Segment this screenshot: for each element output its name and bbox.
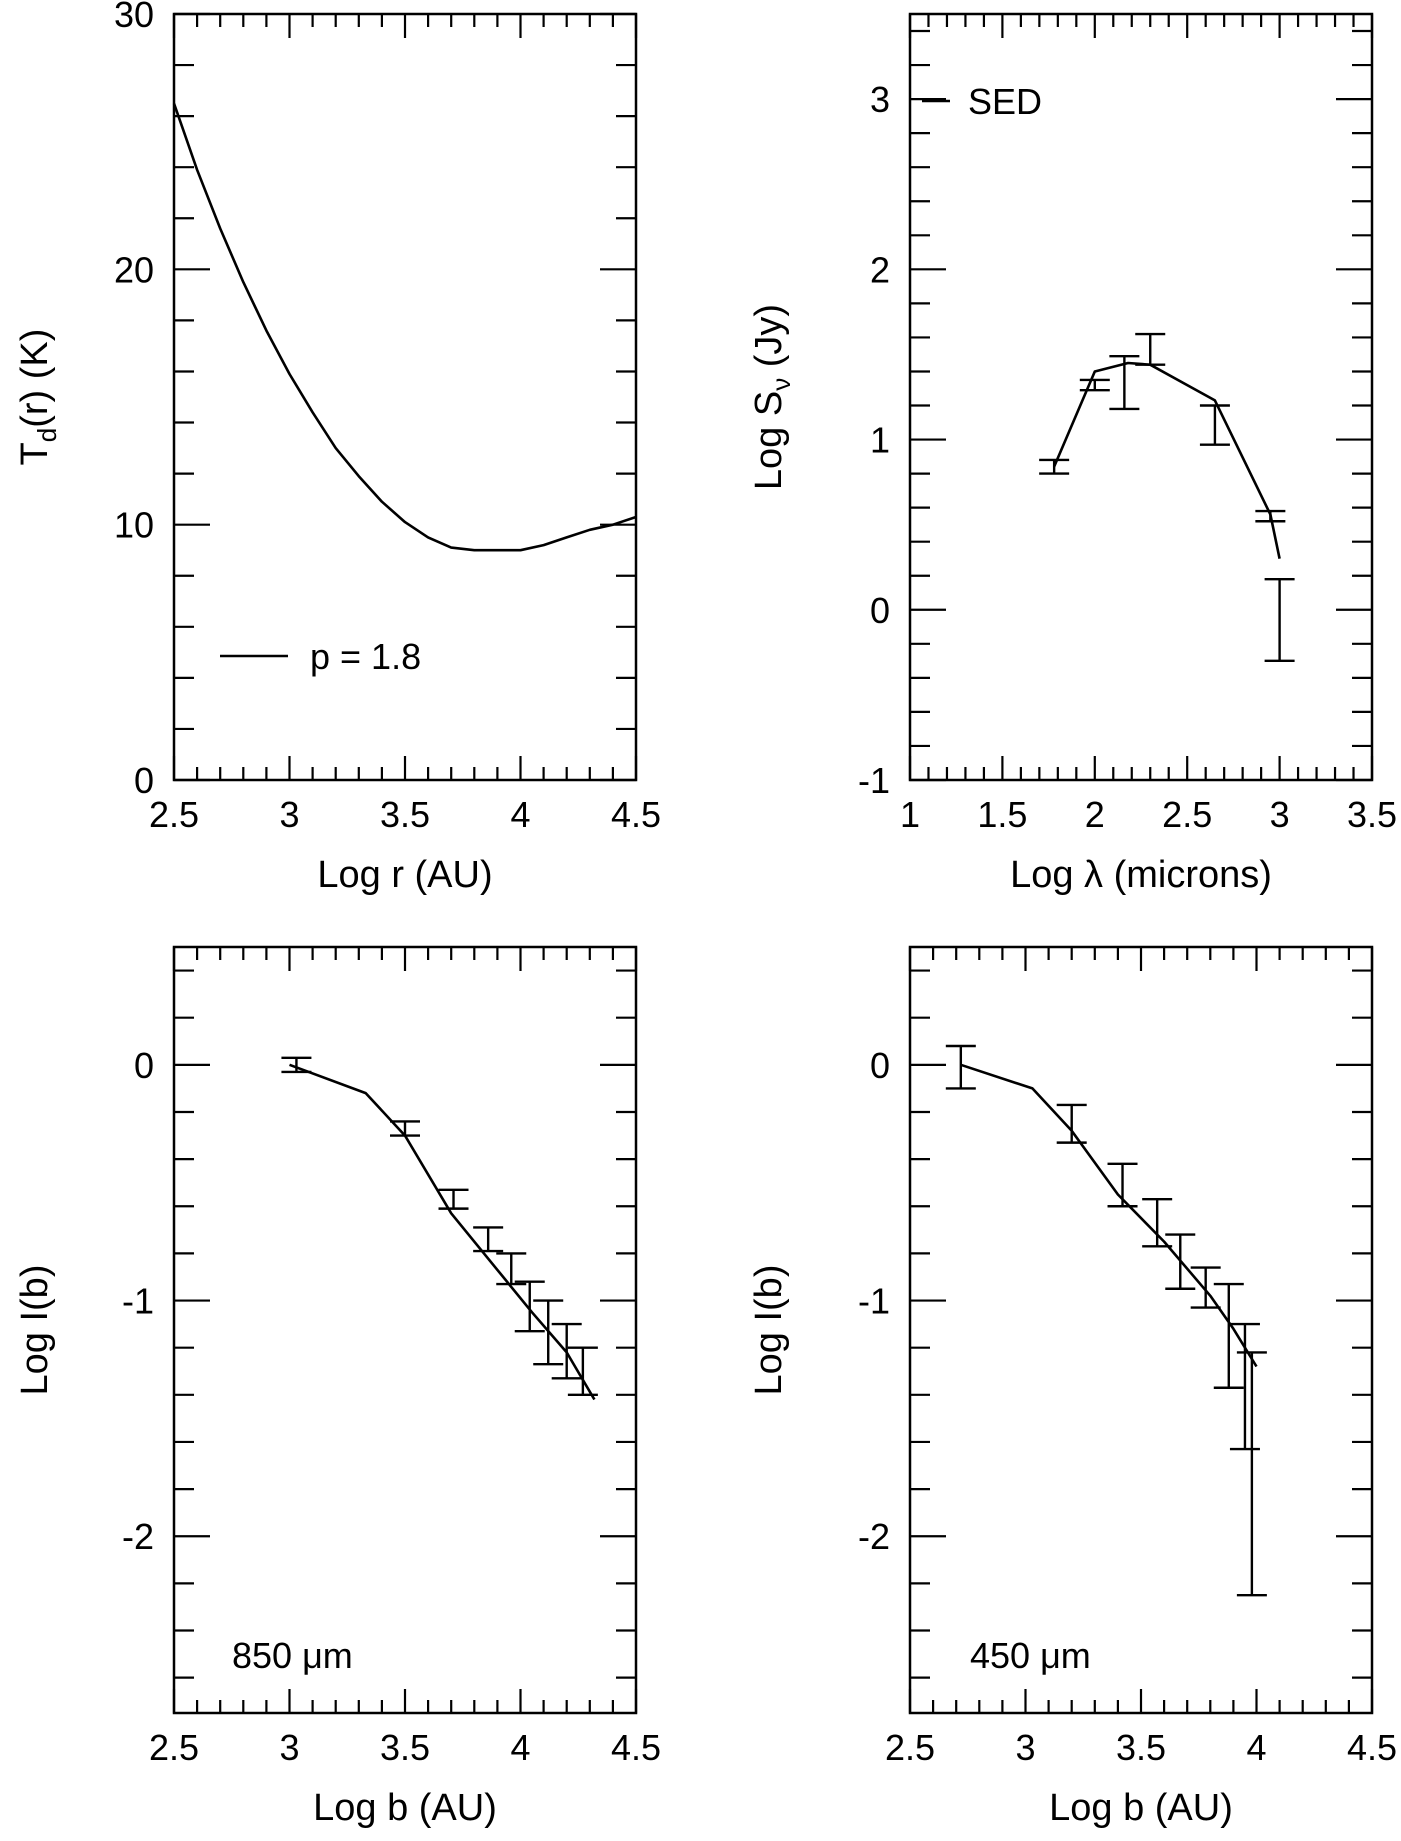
y-axis-label-main: Log I(b) (748, 1265, 790, 1396)
error-bar (1165, 1233, 1196, 1290)
plot-frame (908, 945, 1374, 1715)
error-bar (945, 1044, 976, 1090)
x-tick-label: 4 (1246, 1727, 1266, 1768)
x-tick-label: 3.5 (380, 794, 430, 835)
y-tick-label: -2 (858, 1516, 890, 1557)
y-tick-label: -1 (122, 1281, 154, 1322)
error-bar (1199, 404, 1230, 446)
legend-label: 450 μm (970, 1635, 1091, 1676)
error-bar (1213, 1282, 1244, 1389)
y-axis-label-unit: (Jy) (748, 304, 790, 378)
error-bar (1109, 354, 1140, 411)
model-curve (289, 1063, 596, 1401)
error-bar (1135, 332, 1166, 366)
x-tick-label: 3 (279, 794, 299, 835)
error-bar (567, 1346, 598, 1397)
error-bar (1039, 458, 1070, 475)
y-tick-label: 0 (870, 590, 890, 631)
y-tick-label: 0 (134, 760, 154, 801)
y-tick-label: 30 (114, 0, 154, 35)
error-bar (1255, 509, 1286, 523)
plot-frame (908, 12, 1374, 782)
legend-label: p = 1.8 (310, 636, 421, 677)
x-axis-label: Log b (AU) (313, 1787, 497, 1829)
x-tick-label: 3.5 (380, 1727, 430, 1768)
error-bar (514, 1280, 545, 1333)
y-tick-label: -1 (858, 1281, 890, 1322)
x-axis-label: Log b (AU) (1049, 1787, 1233, 1829)
error-bar (438, 1188, 469, 1210)
y-tick-label: -2 (122, 1516, 154, 1557)
error-bar (281, 1056, 312, 1074)
sed-panel: 1 1.5 2 2.5 3 3.5 -1 0 1 2 3 Log λ (microns) Log Sν … (748, 12, 1397, 896)
y-axis-label: Log I(b) (748, 1265, 790, 1396)
error-bar (551, 1322, 582, 1380)
intensity-profile-850-panel: 2.5 3 3.5 4 4.5 -2 -1 0 Log b (AU) Log I(b) 850 μm (14, 945, 661, 1829)
model-curve (960, 1063, 1258, 1368)
error-bar (1236, 1351, 1267, 1597)
legend-label: SED (968, 81, 1042, 122)
y-tick-label: -1 (858, 760, 890, 801)
y-tick-label: 2 (870, 249, 890, 290)
x-tick-label: 4 (510, 1727, 530, 1768)
error-bar (1079, 378, 1110, 392)
error-bar (1142, 1197, 1173, 1248)
y-axis-label-unit: (r) (K) (14, 329, 56, 428)
x-tick-label: 2.5 (885, 1727, 935, 1768)
x-tick-label: 4.5 (611, 1727, 661, 1768)
y-axis-label-subscript: d (32, 428, 62, 442)
error-bar (496, 1252, 527, 1286)
temperature-panel: 2.5 3 3.5 4 4.5 0 10 20 30 Log r (AU) Td(r) (K) p =… (14, 0, 661, 896)
legend-label: 850 μm (232, 1635, 353, 1676)
error-bar (533, 1299, 564, 1366)
error-bar (1264, 577, 1295, 663)
x-tick-label: 3.5 (1347, 794, 1397, 835)
y-axis-label: Log I(b) (14, 1265, 56, 1396)
intensity-profile-450-panel: 2.5 3 3.5 4 4.5 -2 -1 0 Log b (AU) Log I(b) 450 μm (748, 945, 1397, 1829)
x-tick-label: 1.5 (977, 794, 1027, 835)
model-curve (1052, 361, 1281, 559)
x-tick-label: 3 (1015, 1727, 1035, 1768)
error-bar (1229, 1322, 1260, 1451)
error-bar (1107, 1162, 1138, 1208)
x-tick-label: 3 (279, 1727, 299, 1768)
y-axis-label-main: Log S (748, 391, 790, 490)
x-axis-label: Log r (AU) (317, 854, 492, 896)
y-tick-label: 20 (114, 249, 154, 290)
x-axis-label: Log λ (microns) (1010, 854, 1272, 896)
y-axis-label-subscript: ν (766, 378, 796, 391)
x-tick-label: 3 (1270, 794, 1290, 835)
x-tick-label: 3.5 (1116, 1727, 1166, 1768)
y-axis-label: Td(r) (K) (14, 329, 62, 466)
error-bar (1190, 1266, 1221, 1309)
error-bar (390, 1120, 420, 1137)
x-tick-label: 4 (510, 794, 530, 835)
y-tick-label: 0 (134, 1045, 154, 1086)
error-bar (473, 1226, 504, 1253)
x-tick-label: 1 (900, 794, 920, 835)
y-axis-label: Log Sν (Jy) (748, 304, 796, 490)
model-curve (172, 102, 637, 552)
x-tick-label: 2 (1085, 794, 1105, 835)
y-tick-label: 0 (870, 1045, 890, 1086)
x-tick-label: 4.5 (1347, 1727, 1397, 1768)
y-tick-label: 1 (870, 420, 890, 461)
x-tick-label: 2.5 (1162, 794, 1212, 835)
x-tick-label: 2.5 (149, 1727, 199, 1768)
y-axis-label-main: Log I(b) (14, 1265, 56, 1396)
x-tick-label: 4.5 (611, 794, 661, 835)
x-tick-label: 2.5 (149, 794, 199, 835)
y-tick-label: 10 (114, 505, 154, 546)
y-axis-label-main: T (14, 442, 56, 465)
y-tick-label: 3 (870, 79, 890, 120)
error-bar (1056, 1103, 1087, 1144)
